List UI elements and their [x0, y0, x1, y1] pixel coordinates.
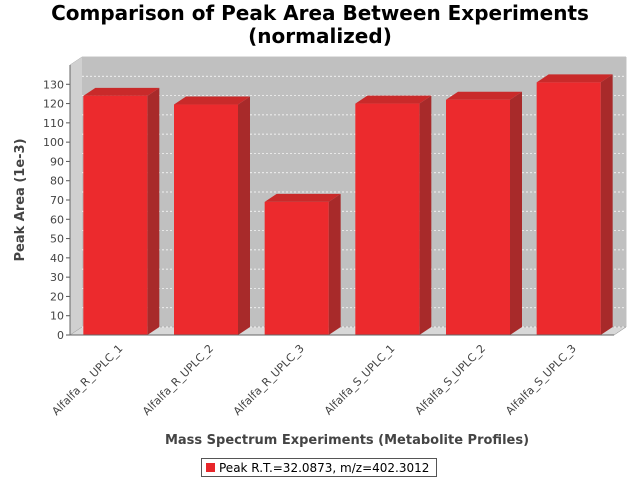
y-axis: 0 10 20 30 40 50 60 70 80 90 100 110 120 130	[43, 65, 71, 342]
y-tick-label: 90	[50, 155, 64, 168]
grid-lines	[82, 75, 626, 328]
y-tick-label: 0	[57, 329, 64, 342]
bar-top	[264, 193, 341, 202]
bar-front	[536, 82, 601, 335]
bar-side	[238, 96, 250, 336]
bar-top	[174, 96, 250, 105]
x-tick-label: Alfalfa_R_UPLC_1	[49, 342, 125, 418]
y-tick-label: 130	[43, 78, 64, 91]
bar-front	[446, 99, 510, 335]
bar-top	[446, 91, 522, 100]
bar-front	[174, 104, 238, 336]
legend-swatch	[206, 463, 215, 472]
x-axis: Alfalfa_R_UPLC_1 Alfalfa_R_UPLC_2 Alfalfa_…	[49, 334, 614, 418]
bar-front	[355, 103, 420, 335]
chart-title-main: Comparison of Peak Area Between Experime…	[51, 1, 589, 25]
bar-top	[536, 74, 613, 83]
y-axis-label: Peak Area (1e-3)	[13, 138, 28, 261]
bar-side	[147, 87, 160, 335]
y-tick-label: 110	[43, 117, 64, 130]
bar-side	[600, 74, 613, 335]
bar	[536, 74, 613, 335]
x-axis-label: Mass Spectrum Experiments (Metabolite Pr…	[165, 433, 529, 448]
y-tick-label: 30	[50, 271, 64, 284]
x-tick-label: Alfalfa_S_UPLC_1	[322, 342, 398, 418]
bar-side	[328, 193, 341, 335]
y-tick-label: 100	[43, 136, 64, 149]
x-tick-label: Alfalfa_S_UPLC_3	[503, 342, 579, 418]
bar	[174, 96, 250, 336]
bars	[83, 74, 613, 336]
y-tick-label: 60	[50, 213, 64, 226]
y-tick-label: 10	[50, 310, 64, 323]
bar-top	[83, 87, 160, 96]
y-tick-label: 50	[50, 233, 64, 246]
y-tick-label: 40	[50, 252, 64, 265]
bar-front	[83, 95, 148, 335]
bar	[446, 91, 522, 335]
y-tick-label: 20	[50, 290, 64, 303]
bar	[264, 193, 341, 335]
y-tick-label: 120	[43, 98, 64, 111]
x-tick-label: Alfalfa_R_UPLC_2	[140, 342, 216, 418]
legend: Peak R.T.=32.0873, m/z=402.3012	[201, 458, 437, 477]
legend-label: Peak R.T.=32.0873, m/z=402.3012	[219, 460, 430, 475]
y-tick-label: 80	[50, 175, 64, 188]
bar-side	[510, 91, 522, 335]
y-tick-label: 70	[50, 194, 64, 207]
bar	[83, 87, 160, 335]
x-tick-label: Alfalfa_S_UPLC_2	[413, 342, 489, 418]
bar-side	[419, 95, 432, 335]
chart-subtitle: (normalized)	[248, 24, 392, 48]
x-tick-label: Alfalfa_R_UPLC_3	[231, 342, 307, 418]
bar	[355, 95, 432, 335]
chart-title: Comparison of Peak Area Between Experime…	[0, 2, 640, 48]
bar-top	[355, 95, 432, 104]
plot-left-wall	[70, 57, 82, 335]
bar-front	[264, 201, 329, 335]
